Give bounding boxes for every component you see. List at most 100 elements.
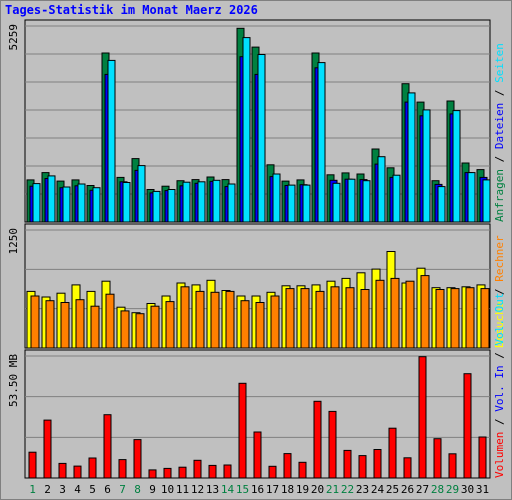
bar-top-seiten-day-5: [92, 187, 101, 223]
day-label-17: 17: [266, 483, 279, 496]
day-label-14: 14: [221, 483, 235, 496]
day-label-31: 31: [476, 483, 489, 496]
day-label-7: 7: [119, 483, 126, 496]
bar-bottom-volumen-day-12: [193, 459, 202, 479]
bar-top-seiten-day-21: [332, 182, 341, 223]
day-label-29: 29: [446, 483, 459, 496]
bar-bottom-volumen-day-7: [118, 459, 127, 479]
legend-entry-besuche: Besuche: [493, 302, 506, 348]
bar-bottom-volumen-day-21: [328, 410, 337, 479]
bar-bottom-volumen-day-16: [253, 431, 262, 479]
bar-top-seiten-day-16: [257, 54, 266, 223]
bar-top-seiten-day-30: [467, 172, 476, 223]
bar-top-seiten-day-13: [212, 179, 221, 223]
day-label-28: 28: [431, 483, 444, 496]
day-label-20: 20: [311, 483, 324, 496]
bar-top-seiten-day-9: [152, 190, 161, 223]
bar-middle-rechner-day-31: [480, 288, 490, 349]
bar-bottom-volumen-day-11: [178, 466, 187, 479]
bar-bottom-volumen-day-17: [268, 465, 277, 479]
bar-middle-rechner-day-24: [375, 279, 385, 349]
bar-middle-rechner-day-20: [315, 290, 325, 349]
day-label-19: 19: [296, 483, 309, 496]
day-label-3: 3: [59, 483, 66, 496]
bar-bottom-volumen-day-10: [163, 467, 172, 479]
bar-middle-rechner-day-16: [255, 302, 265, 349]
legend-entry-dateien: Dateien: [493, 103, 506, 149]
bar-top-seiten-day-4: [77, 183, 86, 223]
day-label-12: 12: [191, 483, 204, 496]
bar-bottom-volumen-day-18: [283, 453, 292, 479]
chart-title: Tages-Statistik im Monat Maerz 2026: [5, 3, 258, 17]
day-label-23: 23: [356, 483, 369, 496]
bar-middle-rechner-day-9: [150, 305, 160, 349]
legend-entry-anfragen: Anfragen: [493, 169, 506, 222]
bar-middle-rechner-day-3: [60, 302, 70, 349]
bar-bottom-volumen-day-20: [313, 400, 322, 479]
legend-separator: /: [493, 282, 506, 302]
bar-top-seiten-day-24: [377, 156, 386, 223]
bar-top-seiten-day-25: [392, 174, 401, 223]
day-label-10: 10: [161, 483, 174, 496]
bar-middle-rechner-day-25: [390, 277, 400, 349]
bar-top-seiten-day-29: [452, 110, 461, 223]
bar-bottom-volumen-day-15: [238, 382, 247, 479]
bar-bottom-volumen-day-23: [358, 455, 367, 479]
legend-entry-vol-in: Vol. In: [493, 365, 506, 411]
day-label-25: 25: [386, 483, 399, 496]
day-label-1: 1: [29, 483, 36, 496]
bar-middle-rechner-day-23: [360, 289, 370, 349]
panel-bottom-ymax-label: 53.50 MB: [7, 354, 20, 407]
day-label-27: 27: [416, 483, 429, 496]
day-label-24: 24: [371, 483, 385, 496]
bar-bottom-volumen-day-3: [58, 462, 67, 479]
day-label-18: 18: [281, 483, 294, 496]
day-label-16: 16: [251, 483, 264, 496]
panel-middle-ymax-label: 1250: [7, 228, 20, 255]
bar-top-seiten-day-8: [137, 165, 146, 223]
legend-entry-volumen: Volumen: [493, 432, 506, 478]
bar-middle-rechner-day-12: [195, 290, 205, 349]
bar-bottom-volumen-day-8: [133, 439, 142, 479]
bar-middle-rechner-day-6: [105, 293, 115, 349]
bar-top-seiten-day-1: [32, 183, 41, 223]
bar-top-seiten-day-15: [242, 37, 251, 223]
bar-top-seiten-day-3: [62, 186, 71, 223]
bar-bottom-volumen-day-13: [208, 464, 217, 479]
panel-bottom-legend: Volumen / Vol. In / Vol. Out: [493, 293, 506, 478]
bar-middle-rechner-day-1: [30, 295, 40, 349]
bar-top-seiten-day-17: [272, 173, 281, 223]
bar-top-seiten-day-14: [227, 183, 236, 223]
bar-top-seiten-day-12: [197, 181, 206, 223]
bar-bottom-volumen-day-14: [223, 464, 232, 479]
bar-middle-rechner-day-15: [240, 300, 250, 349]
bar-middle-rechner-day-10: [165, 301, 175, 349]
day-label-5: 5: [89, 483, 96, 496]
bar-top-seiten-day-22: [347, 178, 356, 223]
day-label-21: 21: [326, 483, 339, 496]
bar-top-seiten-day-10: [167, 189, 176, 223]
bar-top-seiten-day-20: [317, 62, 326, 223]
legend-entry-seiten: Seiten: [493, 43, 506, 83]
day-label-9: 9: [149, 483, 156, 496]
day-label-8: 8: [134, 483, 141, 496]
bar-bottom-volumen-day-25: [388, 427, 397, 479]
panel-middle-legend: Besuche / Rechner: [493, 235, 506, 348]
bar-top-seiten-day-11: [182, 181, 191, 223]
bar-bottom-volumen-day-26: [403, 457, 412, 479]
bar-top-seiten-day-19: [302, 184, 311, 223]
bar-middle-rechner-day-28: [435, 289, 445, 349]
bar-middle-rechner-day-26: [405, 280, 415, 349]
legend-separator: /: [493, 83, 506, 103]
bar-middle-rechner-day-21: [330, 286, 340, 349]
bar-middle-rechner-day-4: [75, 299, 85, 349]
bar-bottom-volumen-day-28: [433, 438, 442, 479]
bar-bottom-volumen-day-31: [478, 436, 487, 479]
day-label-6: 6: [104, 483, 111, 496]
bar-top-seiten-day-31: [482, 179, 491, 223]
day-label-22: 22: [341, 483, 354, 496]
day-label-26: 26: [401, 483, 414, 496]
bar-bottom-volumen-day-30: [463, 373, 472, 479]
bar-top-seiten-day-23: [362, 180, 371, 223]
